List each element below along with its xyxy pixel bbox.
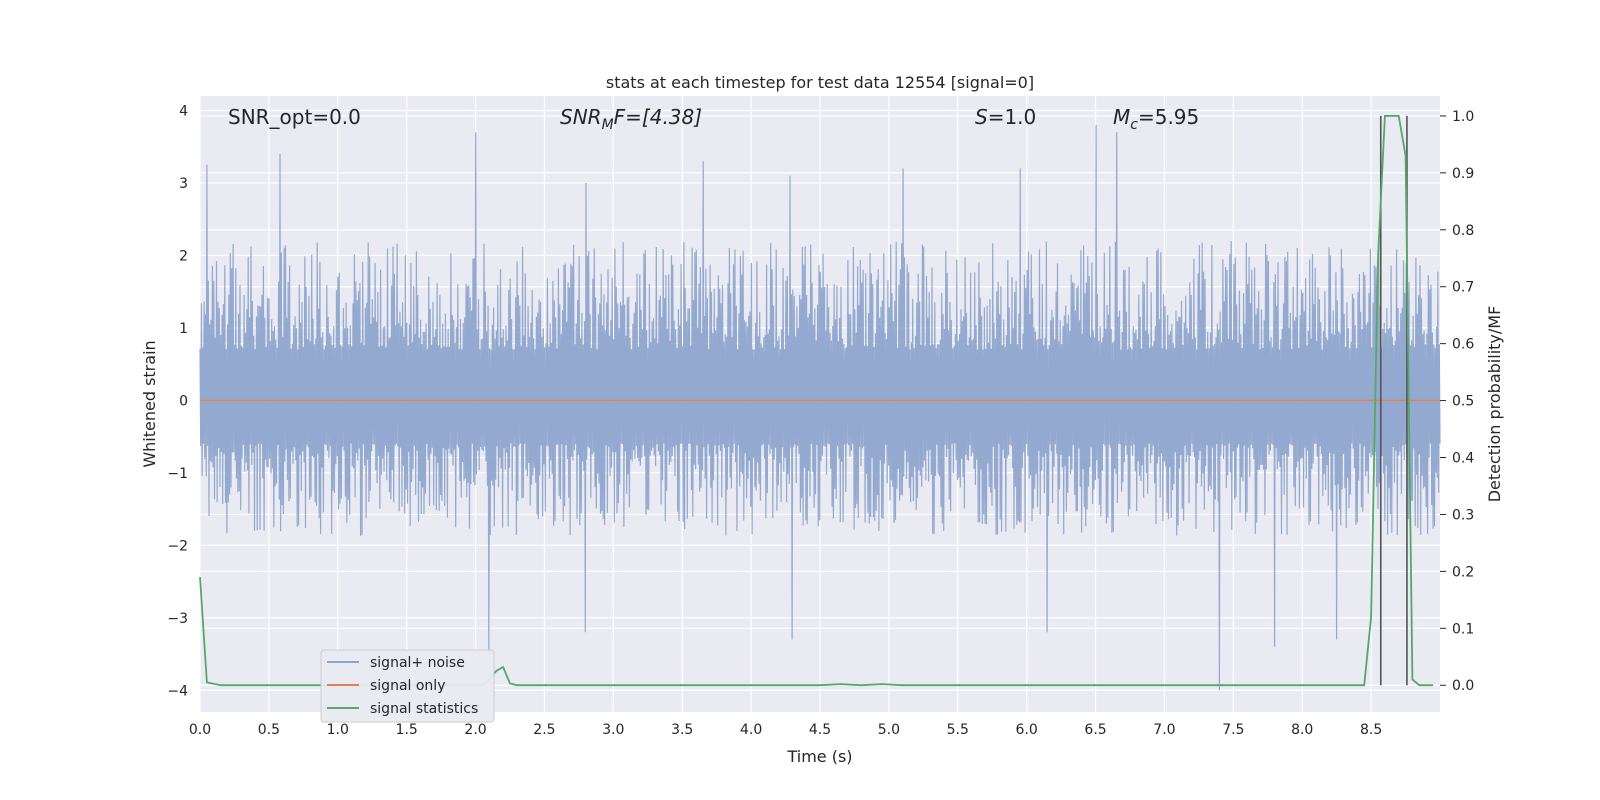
y2-tick-label: 1.0 — [1452, 109, 1474, 125]
x-tick-label: 6.0 — [1016, 722, 1038, 738]
x-tick-label: 5.0 — [878, 722, 900, 738]
y-tick-label: −3 — [167, 611, 188, 627]
annotation-s-main: S — [975, 105, 988, 129]
legend-label-signal-statistics: signal statistics — [370, 701, 478, 717]
x-tick-label: 7.0 — [1153, 722, 1175, 738]
y2-tick-label: 0.6 — [1452, 337, 1474, 353]
x-tick-label: 4.5 — [809, 722, 831, 738]
x-tick-label: 2.5 — [533, 722, 555, 738]
y-tick-label: 1 — [179, 321, 188, 337]
annotation-snr-mf: SNRMF=[4.38] — [560, 105, 702, 133]
x-tick-label: 5.5 — [947, 722, 969, 738]
annotation-mc: Mc=5.95 — [1113, 105, 1199, 133]
annotation-s: S=1.0 — [975, 105, 1036, 129]
y2-tick-label: 0.0 — [1452, 678, 1474, 694]
y2-axis-label: Detection probability/MF — [1485, 306, 1504, 503]
y2-tick-label: 0.8 — [1452, 223, 1474, 239]
annotation-snr-mf-main: SNR — [560, 105, 602, 129]
y-axis-label: Whitened strain — [140, 340, 159, 467]
annotation-mc-rest: =5.95 — [1138, 105, 1199, 129]
y2-tick-label: 0.4 — [1452, 451, 1474, 467]
y-ticks: 4 3 2 1 0 −1 −2 −3 −4 — [167, 103, 188, 699]
y-tick-label: −4 — [167, 683, 188, 699]
x-tick-label: 2.0 — [464, 722, 486, 738]
annotation-mc-sub: c — [1130, 117, 1138, 133]
y-tick-label: 2 — [179, 248, 188, 264]
x-tick-label: 0.0 — [189, 722, 211, 738]
y-tick-label: −1 — [167, 466, 188, 482]
x-tick-label: 8.5 — [1360, 722, 1382, 738]
y-tick-label: 3 — [179, 176, 188, 192]
annotation-snr-mf-sub: M — [602, 117, 614, 133]
y2-ticks: 1.0 0.9 0.8 0.7 0.6 0.5 0.4 0.3 0.2 0.1 0.0 — [1440, 109, 1474, 694]
x-tick-label: 3.5 — [671, 722, 693, 738]
y2-tick-label: 0.2 — [1452, 564, 1474, 580]
y-tick-label: 4 — [179, 103, 188, 119]
x-tick-label: 1.5 — [396, 722, 418, 738]
y2-tick-label: 0.9 — [1452, 166, 1474, 182]
y2-tick-label: 0.5 — [1452, 394, 1474, 410]
x-tick-label: 1.0 — [327, 722, 349, 738]
annotation-snr-opt: SNR_opt=0.0 — [228, 105, 361, 129]
x-tick-label: 4.0 — [740, 722, 762, 738]
series-signal-noise — [199, 124, 1441, 691]
annotation-snr-mf-rest: F=[4.38] — [614, 105, 702, 129]
y2-tick-label: 0.1 — [1452, 621, 1474, 637]
y-tick-label: 0 — [179, 393, 188, 409]
annotation-mc-main: M — [1113, 105, 1130, 129]
x-tick-label: 7.5 — [1222, 722, 1244, 738]
x-ticks: 0.0 0.5 1.0 1.5 2.0 2.5 3.0 3.5 4.0 4.5 5.0 5.5 6.0 6… — [189, 722, 1382, 738]
x-axis-label: Time (s) — [786, 747, 852, 766]
y2-tick-label: 0.3 — [1452, 507, 1474, 523]
y2-tick-label: 0.7 — [1452, 280, 1474, 296]
legend: signal+ noise signal only signal statist… — [320, 649, 495, 723]
x-tick-label: 6.5 — [1084, 722, 1106, 738]
noise-trace — [199, 124, 1441, 691]
chart-title: stats at each timestep for test data 125… — [606, 73, 1034, 92]
x-tick-label: 3.0 — [602, 722, 624, 738]
annotation-s-rest: =1.0 — [988, 105, 1037, 129]
legend-label-signal-noise: signal+ noise — [370, 655, 465, 671]
y-tick-label: −2 — [167, 538, 188, 554]
x-tick-label: 8.0 — [1291, 722, 1313, 738]
legend-box — [320, 649, 495, 723]
x-tick-label: 0.5 — [258, 722, 280, 738]
legend-label-signal-only: signal only — [370, 678, 445, 694]
